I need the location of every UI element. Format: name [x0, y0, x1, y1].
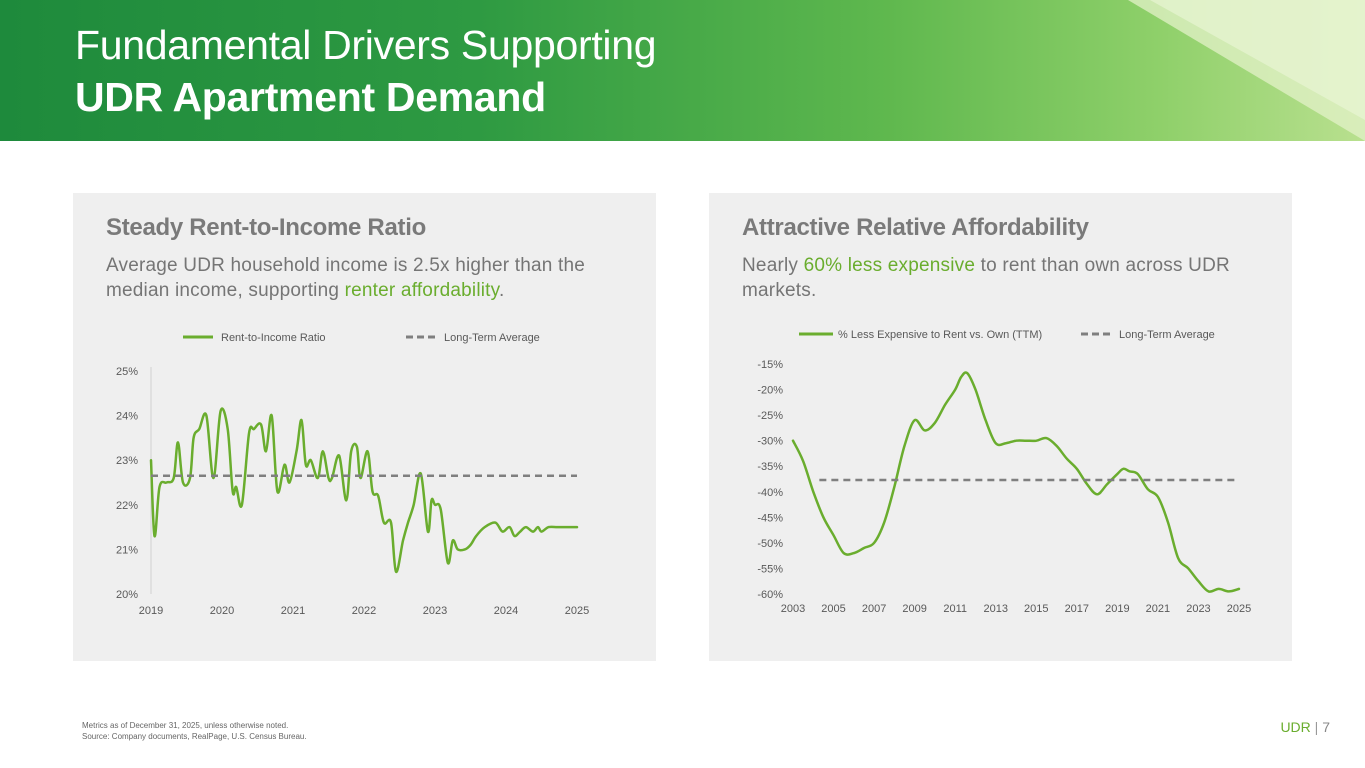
- x-tick-label: 2017: [1065, 603, 1089, 615]
- series-line-primary: [791, 371, 1241, 593]
- footnote: Metrics as of December 31, 2025, unless …: [82, 720, 307, 742]
- subtitle-text: Average UDR household income is 2.5x hig…: [106, 255, 585, 301]
- affordability-chart: -60% -55% -50% -45% -40% -35% -30% -25% -20% -15%…: [757, 329, 1251, 615]
- legend-label: Rent-to-Income Ratio: [221, 332, 326, 344]
- page-title-line2: UDR Apartment Demand: [75, 74, 546, 120]
- y-tick-label: -40%: [757, 487, 783, 499]
- y-tick-label: -60%: [757, 589, 783, 601]
- subtitle-highlight: 60% less expensive: [803, 255, 976, 276]
- y-tick-label: 23%: [116, 455, 138, 467]
- x-tick-label: 2021: [1146, 603, 1170, 615]
- x-tick-label: 2022: [352, 605, 376, 617]
- rent-to-income-chart: 20% 21% 22% 23% 24% 25% 2019 2020 2021 2022 2023 20…: [116, 332, 589, 617]
- x-tick-label: 2019: [139, 605, 163, 617]
- x-tick-label: 2024: [494, 605, 518, 617]
- page-separator: |: [1314, 719, 1319, 735]
- brand-label: UDR: [1280, 719, 1311, 735]
- y-tick-label: -50%: [757, 538, 783, 550]
- x-tick-label: 2021: [281, 605, 305, 617]
- y-tick-label: -15%: [757, 359, 783, 371]
- y-tick-label: 22%: [116, 500, 138, 512]
- x-tick-label: 2013: [983, 603, 1007, 615]
- x-tick-label: 2005: [821, 603, 845, 615]
- subtitle-end: to rent than own across UDR markets.: [742, 255, 1230, 301]
- x-tick-label: 2020: [210, 605, 234, 617]
- legend-label: % Less Expensive to Rent vs. Own (TTM): [838, 329, 1042, 341]
- x-tick-label: 2015: [1024, 603, 1048, 615]
- y-tick-label: -55%: [757, 563, 783, 575]
- rent-to-income-title: Steady Rent-to-Income Ratio: [106, 214, 426, 241]
- header-banner: Fundamental Drivers Supporting UDR Apart…: [0, 0, 1365, 141]
- y-tick-label: -45%: [757, 512, 783, 524]
- rent-to-income-panel: Steady Rent-to-Income Ratio Average UDR …: [73, 193, 656, 661]
- subtitle-text: Nearly: [742, 255, 804, 276]
- x-tick-label: 2011: [943, 603, 967, 615]
- x-tick-label: 2023: [423, 605, 447, 617]
- banner-decoration: [1128, 0, 1365, 141]
- affordability-title: Attractive Relative Affordability: [742, 214, 1089, 241]
- legend-label: Long-Term Average: [1119, 329, 1215, 341]
- y-tick-label: -25%: [757, 410, 783, 422]
- y-tick-label: 20%: [116, 589, 138, 601]
- page-number-value: 7: [1322, 719, 1330, 735]
- x-tick-label: 2009: [902, 603, 926, 615]
- affordability-subtitle: Nearly 60% less expensive to rent than o…: [742, 253, 1282, 303]
- y-tick-label: -30%: [757, 436, 783, 448]
- y-tick-label: 24%: [116, 411, 138, 423]
- page-number: UDR | 7: [1280, 719, 1330, 735]
- x-tick-label: 2019: [1105, 603, 1129, 615]
- y-tick-label: 25%: [116, 366, 138, 378]
- y-tick-label: -20%: [757, 385, 783, 397]
- x-tick-label: 2025: [1227, 603, 1251, 615]
- x-tick-label: 2023: [1186, 603, 1210, 615]
- affordability-panel: Attractive Relative Affordability Nearly…: [709, 193, 1292, 661]
- x-tick-label: 2003: [781, 603, 805, 615]
- subtitle-highlight: renter affordability: [344, 280, 499, 301]
- y-tick-label: -35%: [757, 461, 783, 473]
- x-tick-label: 2007: [862, 603, 886, 615]
- y-tick-label: 21%: [116, 544, 138, 556]
- x-tick-label: 2025: [565, 605, 589, 617]
- page-title-line1: Fundamental Drivers Supporting: [75, 22, 657, 68]
- footnote-source: Source: Company documents, RealPage, U.S…: [82, 732, 307, 741]
- legend-label: Long-Term Average: [444, 332, 540, 344]
- subtitle-end: .: [498, 280, 505, 301]
- series-line-primary: [149, 407, 579, 573]
- rent-to-income-subtitle: Average UDR household income is 2.5x hig…: [106, 253, 646, 303]
- footnote-metrics: Metrics as of December 31, 2025, unless …: [82, 721, 289, 730]
